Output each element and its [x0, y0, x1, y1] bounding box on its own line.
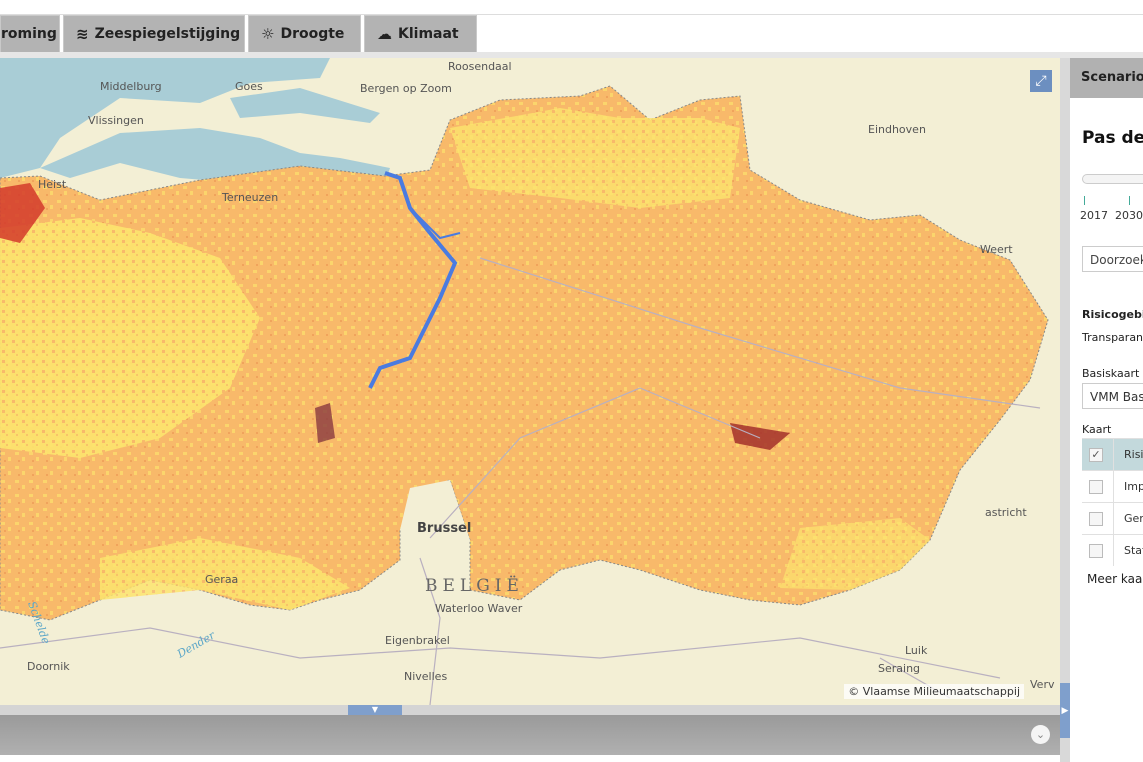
- expand-bottom-button[interactable]: ⌄: [1031, 725, 1050, 744]
- map-label: Middelburg: [100, 80, 162, 93]
- map-label: Luik: [905, 644, 928, 657]
- map-label: Brussel: [417, 521, 471, 536]
- bottom-panel-resizer[interactable]: [0, 705, 1060, 715]
- high-risk-hasselt: [730, 423, 790, 450]
- tab-overstroming[interactable]: roming: [0, 15, 60, 52]
- brussels: [400, 480, 470, 558]
- basemap-select[interactable]: VMM Bas: [1082, 383, 1143, 409]
- year-label: 2017: [1080, 209, 1108, 222]
- year-label: 2030: [1115, 209, 1143, 222]
- layer-list: ✓ Risic Impa Gem Stati: [1082, 438, 1143, 566]
- theme-tabs: roming ≋ Zeespiegelstijging ☼ Droogte ☁ Kli…: [0, 15, 477, 53]
- map-label: BELGIË: [425, 575, 524, 596]
- expand-icon: ⤢: [1035, 73, 1047, 89]
- layer-row[interactable]: Stati: [1082, 534, 1143, 566]
- map-label: Verv: [1030, 678, 1055, 691]
- layer-label: Risic: [1124, 448, 1143, 461]
- transparency-label: Transparan: [1082, 331, 1143, 344]
- map-label: Goes: [235, 80, 263, 93]
- waves-icon: ≋: [76, 25, 89, 43]
- slider-tick: [1084, 196, 1085, 205]
- map-label: Dender: [174, 628, 218, 661]
- flanders-risk-area: [0, 85, 1049, 621]
- map-label: Waterloo Waver: [435, 602, 523, 615]
- map-label: Weert: [980, 243, 1013, 256]
- fullscreen-button[interactable]: ⤢: [1030, 70, 1052, 92]
- map-label: Heist: [38, 178, 67, 191]
- top-divider: [0, 14, 1143, 15]
- panel-title: Pas de: [1082, 128, 1143, 148]
- oosterschelde: [230, 88, 380, 123]
- layer-label: Stati: [1124, 544, 1143, 557]
- more-maps-link[interactable]: Meer kaar: [1087, 572, 1143, 586]
- map-label: Bergen op Zoom: [360, 82, 452, 95]
- tab-label: Klimaat: [398, 26, 459, 42]
- panel-header: Scenarios: [1070, 58, 1143, 98]
- tab-droogte[interactable]: ☼ Droogte: [248, 15, 361, 52]
- high-risk-dender: [315, 403, 335, 443]
- triangle-right-icon: ▶: [1061, 705, 1069, 716]
- map-label: Eigenbrakel: [385, 634, 450, 647]
- low-risk-south: [100, 538, 350, 610]
- checkbox-checked[interactable]: ✓: [1089, 447, 1103, 462]
- map-label: Eindhoven: [868, 123, 926, 136]
- map-label: Doornik: [27, 660, 70, 673]
- sun-cloud-icon: ☁: [377, 25, 392, 43]
- layer-label: Gem: [1124, 512, 1143, 525]
- schelde-river-small: [409, 207, 461, 240]
- tab-label: Zeespiegelstijging: [94, 26, 241, 42]
- low-risk-kempen: [450, 108, 740, 208]
- map-label: Geraa: [205, 573, 238, 586]
- low-risk-west: [0, 218, 260, 458]
- tab-klimaat[interactable]: ☁ Klimaat: [364, 15, 477, 52]
- map-label: Nivelles: [404, 670, 447, 683]
- low-risk-east: [780, 518, 930, 590]
- year-slider[interactable]: [1082, 174, 1143, 184]
- map-label: Terneuzen: [221, 191, 278, 204]
- risk-area-label: Risicogebie: [1082, 308, 1143, 321]
- layer-row[interactable]: ✓ Risic: [1082, 438, 1143, 470]
- checkbox[interactable]: [1089, 511, 1103, 526]
- basemap-label: Basiskaart: [1082, 367, 1140, 380]
- high-risk-zone: [0, 183, 45, 243]
- layer-row[interactable]: Gem: [1082, 502, 1143, 534]
- checkbox[interactable]: [1089, 543, 1103, 558]
- map-label: Roosendaal: [448, 60, 512, 73]
- map-label: Seraing: [878, 662, 920, 675]
- sea: [0, 58, 330, 178]
- map-view[interactable]: Roosendaal Middelburg Goes Bergen op Zoo…: [0, 58, 1060, 705]
- layers-label: Kaart: [1082, 423, 1112, 436]
- map-canvas: Roosendaal Middelburg Goes Bergen op Zoo…: [0, 58, 1055, 705]
- tab-label: roming: [1, 26, 57, 42]
- map-attribution: © Vlaamse Milieumaatschappij: [844, 684, 1024, 699]
- checkbox[interactable]: [1089, 479, 1103, 494]
- tab-label: Droogte: [280, 26, 345, 42]
- layer-row[interactable]: Impa: [1082, 470, 1143, 502]
- bottom-bar: ⌄: [0, 715, 1060, 755]
- chevron-down-icon: ⌄: [1035, 728, 1046, 741]
- slider-tick: [1129, 196, 1130, 205]
- tab-strip: [0, 52, 1143, 58]
- collapse-bottom-handle[interactable]: ▼: [348, 705, 402, 715]
- layer-label: Impa: [1124, 480, 1143, 493]
- side-panel-resizer[interactable]: [1060, 58, 1070, 762]
- map-label: astricht: [985, 506, 1027, 519]
- map-label: Vlissingen: [88, 114, 144, 127]
- scenario-panel: Scenarios Pas de 2017 2030 Doorzoek Risi…: [1070, 58, 1143, 762]
- schelde-river: [368, 171, 458, 389]
- triangle-down-icon: ▼: [371, 705, 379, 714]
- drought-icon: ☼: [261, 25, 275, 43]
- collapse-side-handle[interactable]: ▶: [1060, 683, 1070, 738]
- search-input[interactable]: Doorzoek: [1082, 246, 1143, 272]
- tab-zeespiegelstijging[interactable]: ≋ Zeespiegelstijging: [63, 15, 245, 52]
